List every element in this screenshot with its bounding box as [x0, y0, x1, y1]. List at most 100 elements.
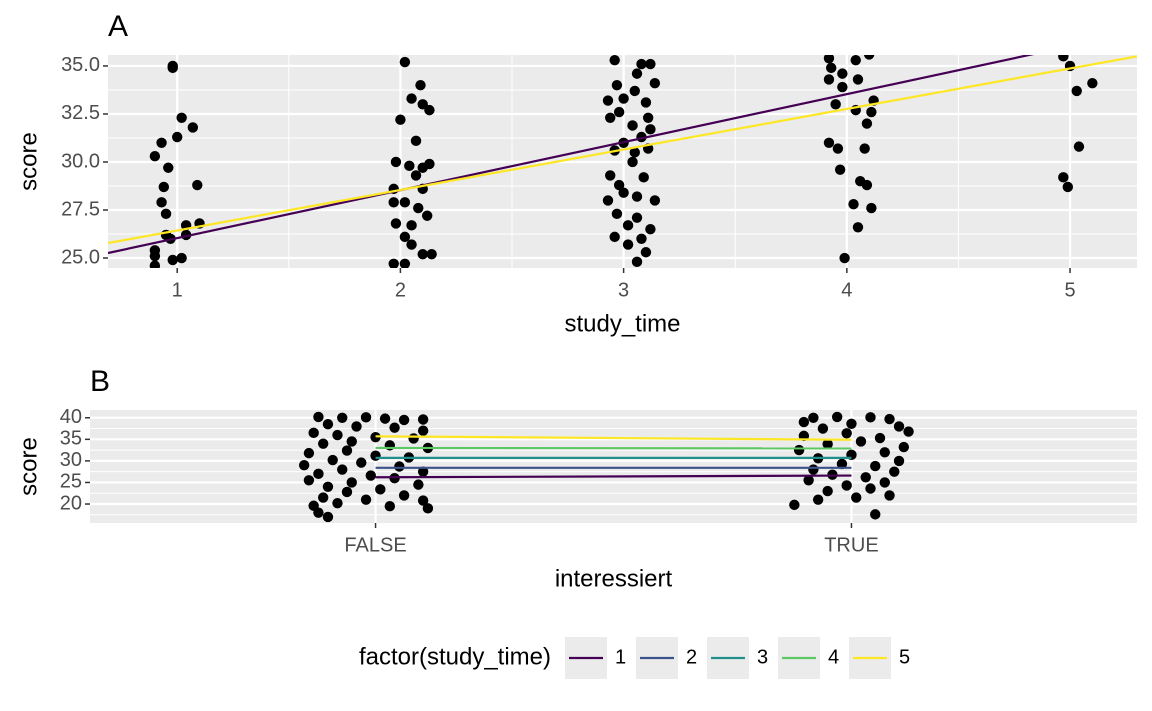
point [327, 454, 338, 466]
point [176, 252, 187, 264]
point [631, 68, 643, 79]
point [379, 413, 391, 424]
point [645, 58, 656, 70]
point [158, 181, 170, 193]
point [817, 423, 829, 434]
point [1071, 85, 1082, 97]
y-tick-label: 20 [60, 492, 82, 514]
fit-line [108, 55, 1137, 245]
point [841, 480, 852, 491]
point [861, 179, 873, 191]
point [426, 248, 437, 260]
point [609, 231, 620, 243]
point [627, 120, 638, 131]
point [365, 470, 376, 481]
point [192, 179, 203, 191]
point [645, 224, 656, 235]
point [609, 55, 620, 66]
point [602, 95, 614, 106]
point [399, 258, 411, 268]
point [629, 85, 640, 97]
point [1073, 141, 1085, 152]
point [879, 477, 890, 488]
point [834, 164, 846, 175]
point [865, 412, 876, 423]
point [893, 421, 905, 432]
point [422, 503, 434, 514]
point [618, 93, 629, 104]
point [831, 411, 843, 423]
panel-title: B [90, 365, 110, 398]
x-axis-title: interessiert [555, 565, 673, 592]
point [851, 492, 862, 503]
point [395, 114, 406, 125]
point [793, 444, 805, 456]
point [167, 254, 178, 266]
point [410, 170, 422, 181]
point [613, 106, 625, 118]
y-tick-label: 30.0 [61, 150, 100, 172]
point [611, 208, 623, 220]
point [322, 511, 334, 523]
point [852, 222, 864, 233]
point [839, 252, 850, 264]
point [337, 464, 348, 475]
point [313, 411, 324, 423]
point [322, 481, 334, 492]
point [341, 486, 353, 498]
point [417, 414, 429, 425]
point [424, 104, 435, 116]
point [841, 428, 852, 439]
y-tick-label: 30 [60, 449, 82, 471]
point [822, 438, 833, 450]
point [860, 472, 871, 483]
point [399, 197, 411, 208]
point [798, 416, 810, 428]
point [823, 55, 835, 64]
point [836, 458, 848, 470]
point [893, 455, 905, 467]
point [388, 258, 399, 268]
fit-line [108, 55, 1035, 255]
point [640, 97, 652, 108]
point [636, 58, 647, 70]
point [332, 497, 343, 509]
y-tick-label: 25 [60, 471, 82, 493]
point [863, 55, 875, 60]
point [846, 418, 857, 430]
y-tick-label: 27.5 [61, 198, 100, 220]
point [826, 62, 837, 74]
point [410, 135, 422, 147]
point [399, 231, 411, 243]
point [884, 413, 895, 425]
point [313, 468, 324, 480]
point [389, 422, 400, 433]
legend-title: factor(study_time) [359, 643, 551, 670]
point [1058, 172, 1069, 183]
point [413, 202, 424, 214]
series-line [375, 435, 852, 441]
y-axis-title: score [15, 132, 42, 191]
point [298, 460, 310, 471]
point [156, 197, 167, 208]
point [415, 79, 426, 91]
point [417, 425, 429, 436]
x-tick-label: 1 [172, 279, 183, 301]
point [837, 68, 848, 79]
point [394, 461, 405, 472]
point [406, 93, 417, 104]
point [341, 445, 353, 456]
point [317, 492, 329, 503]
point [388, 197, 399, 208]
legend-label: 4 [828, 646, 839, 668]
point [865, 483, 876, 494]
point [346, 477, 357, 488]
point [866, 106, 877, 118]
point [889, 466, 900, 477]
series-line [375, 474, 852, 479]
point [812, 494, 824, 505]
x-tick-label: TRUE [824, 534, 878, 556]
point [618, 187, 629, 198]
point [613, 179, 625, 191]
y-axis-title: score [15, 437, 42, 496]
